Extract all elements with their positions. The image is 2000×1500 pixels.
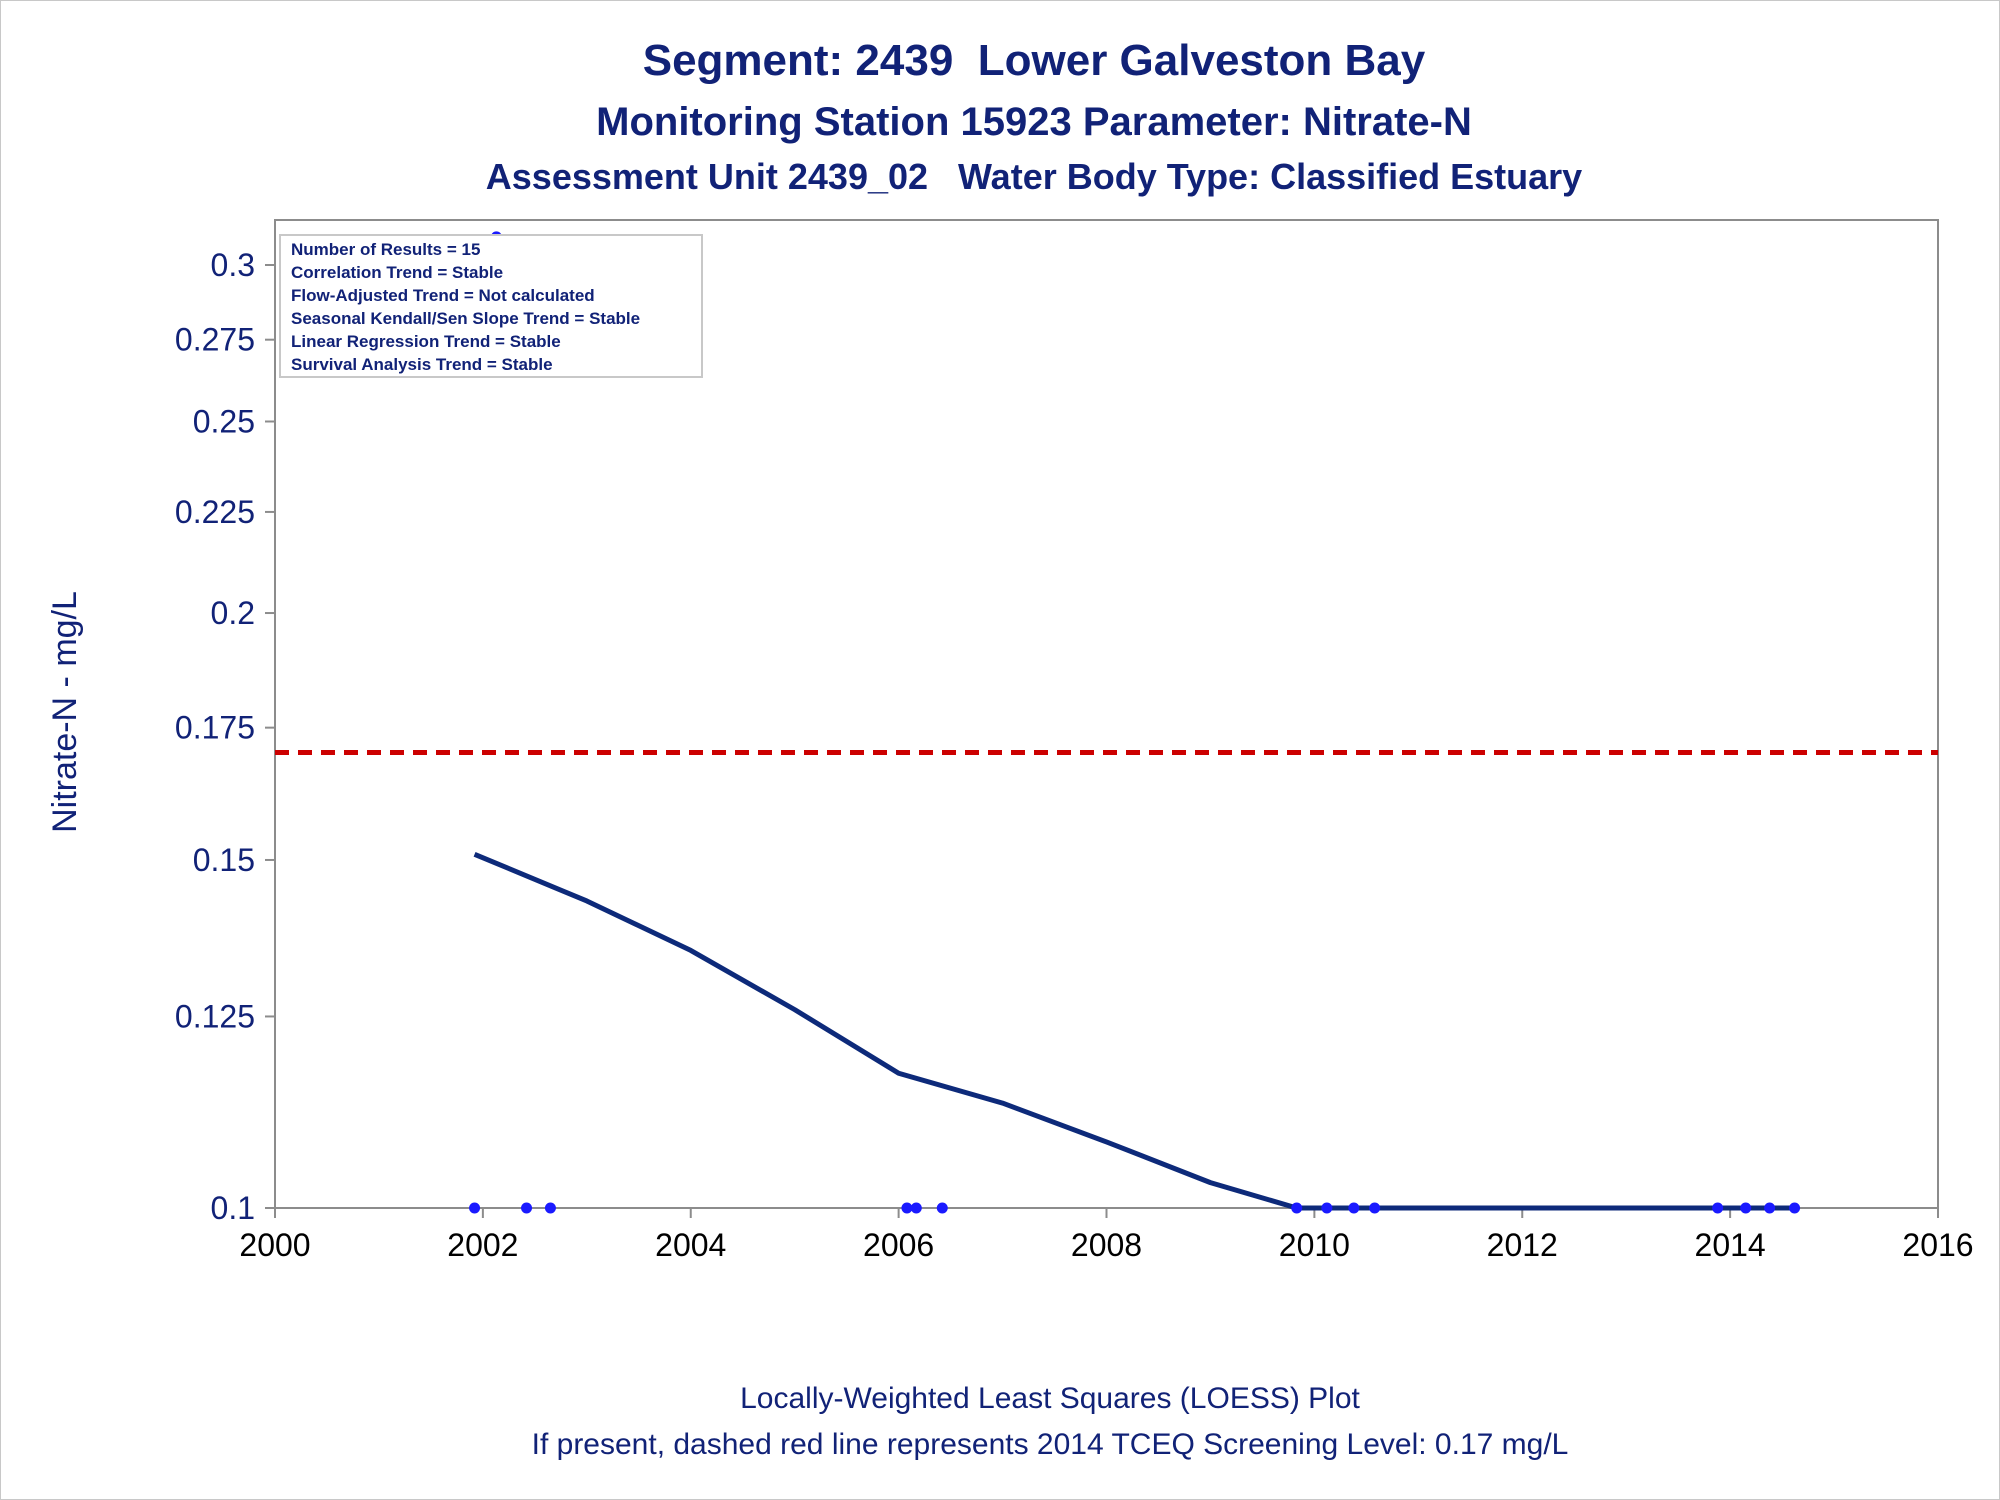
footnote-loess: Locally-Weighted Least Squares (LOESS) P…: [740, 1382, 1360, 1415]
data-point: [1789, 1202, 1801, 1214]
y-axis-label: Nitrate-N - mg/L: [46, 591, 84, 833]
data-point: [901, 1202, 913, 1214]
x-tick-label: 2000: [239, 1227, 310, 1263]
x-tick-label: 2008: [1071, 1227, 1142, 1263]
data-point: [1712, 1202, 1724, 1214]
y-tick-label: 0.1: [211, 1190, 255, 1226]
y-tick-label: 0.175: [175, 710, 255, 746]
data-point: [1348, 1202, 1360, 1214]
legend-line: Correlation Trend = Stable: [291, 263, 503, 282]
x-tick-label: 2010: [1279, 1227, 1350, 1263]
y-tick-label: 0.3: [211, 247, 255, 283]
chart-title: Segment: 2439 Lower Galveston Bay: [642, 36, 1426, 85]
x-tick-label: 2014: [1695, 1227, 1766, 1263]
y-tick-label: 0.15: [193, 842, 255, 878]
legend-line: Number of Results = 15: [291, 240, 480, 259]
y-tick-label: 0.225: [175, 494, 255, 530]
data-point: [1291, 1202, 1303, 1214]
data-point: [936, 1202, 948, 1214]
legend-box: [279, 234, 703, 378]
x-tick-label: 2006: [863, 1227, 934, 1263]
x-tick-label: 2016: [1902, 1227, 1973, 1263]
legend-line: Survival Analysis Trend = Stable: [291, 355, 553, 374]
footnote-screening: If present, dashed red line represents 2…: [531, 1428, 1569, 1461]
chart-subtitle: Monitoring Station 15923 Parameter: Nitr…: [596, 100, 1472, 144]
x-tick-label: 2012: [1487, 1227, 1558, 1263]
legend-line: Flow-Adjusted Trend = Not calculated: [291, 286, 595, 305]
data-point: [1740, 1202, 1752, 1214]
chart-subtitle-2: Assessment Unit 2439_02 Water Body Type:…: [485, 156, 1583, 197]
data-point: [469, 1202, 481, 1214]
y-tick-label: 0.275: [175, 322, 255, 358]
data-point: [544, 1202, 556, 1214]
legend-line: Seasonal Kendall/Sen Slope Trend = Stabl…: [291, 309, 640, 328]
y-tick-label: 0.25: [193, 403, 255, 439]
legend-line: Linear Regression Trend = Stable: [291, 332, 561, 351]
x-tick-label: 2004: [655, 1227, 726, 1263]
data-point: [1321, 1202, 1333, 1214]
data-point: [521, 1202, 533, 1214]
x-tick-label: 2002: [447, 1227, 518, 1263]
data-point: [1369, 1202, 1381, 1214]
data-point: [1764, 1202, 1776, 1214]
data-point: [910, 1202, 922, 1214]
loess-line: [473, 851, 1795, 1211]
y-tick-label: 0.125: [175, 998, 255, 1034]
y-tick-label: 0.2: [211, 595, 255, 631]
